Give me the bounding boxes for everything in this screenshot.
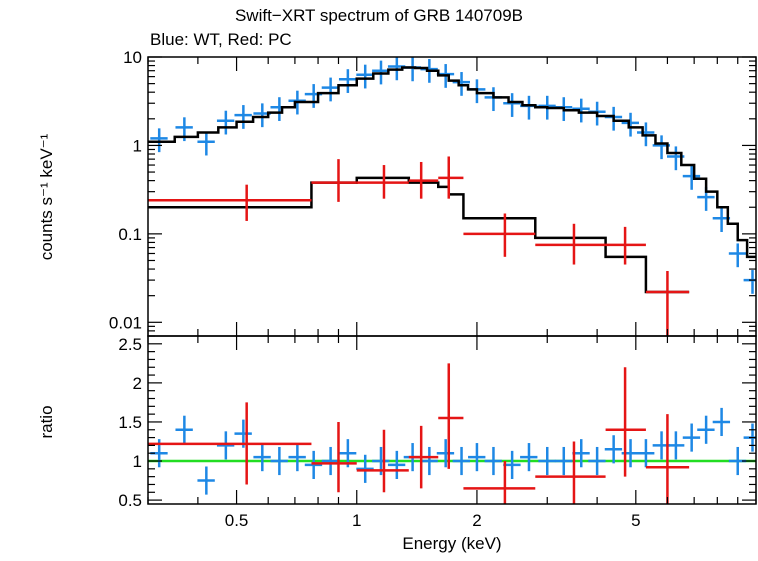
spectrum-pc-point — [148, 184, 312, 221]
ratio-pc-point — [463, 461, 536, 504]
y-tick-label: 0.01 — [109, 313, 142, 332]
ratio-wt-point — [356, 454, 374, 483]
y-tick-label: 2.5 — [118, 335, 142, 354]
ratio-wt-point — [554, 446, 573, 476]
y-tick-label: 1 — [133, 452, 142, 471]
ratio-y-axis-label: ratio — [37, 405, 56, 438]
ratio-wt-point — [270, 446, 288, 476]
ratio-wt-point — [520, 443, 538, 472]
ratio-wt-point — [436, 439, 455, 468]
chart-subtitle: Blue: WT, Red: PC — [150, 30, 292, 49]
ratio-wt-point — [452, 446, 470, 476]
spectrum-pc-point — [645, 271, 690, 336]
x-tick-label: 1 — [352, 511, 361, 530]
y-tick-label: 0.5 — [118, 491, 142, 510]
spectrum-frame — [147, 56, 757, 337]
spectrum-pc-point — [356, 165, 409, 199]
spectrum-pc-point — [438, 156, 464, 199]
y-tick-label: 10 — [123, 48, 142, 67]
ratio-wt-point — [538, 446, 556, 476]
ratio-wt-point — [253, 443, 271, 472]
y-tick-label: 0.1 — [118, 225, 142, 244]
y-tick-label: 1 — [133, 136, 142, 155]
x-tick-label: 5 — [631, 511, 640, 530]
spectrum-wt-point — [304, 84, 323, 108]
ratio-wt-point — [321, 446, 340, 476]
x-tick-label: 2 — [472, 511, 481, 530]
ratio-wt-point — [484, 446, 502, 476]
spectrum-wt-point — [728, 243, 747, 268]
spectrum-wt-point — [484, 87, 502, 112]
ratio-pc-point — [535, 441, 606, 504]
chart-title: Swift−XRT spectrum of GRB 140709B — [234, 6, 524, 25]
axes: 0.5 1 2 5 0.01 0.1 1 10 0.5 1 1.5 2 2.5 — [109, 48, 757, 530]
ratio-wt-point — [604, 435, 623, 464]
spectrum-pc-point — [605, 226, 646, 265]
spectrum-wt-point — [356, 64, 374, 89]
x-tick-label: 0.5 — [225, 511, 249, 530]
spectrum-y-axis-label: counts s⁻¹ keV⁻¹ — [37, 133, 56, 260]
ratio-wt-point — [387, 450, 406, 479]
spectrum-wt-point — [503, 93, 521, 117]
spectrum-wt-point — [216, 110, 235, 135]
spectrum-wt-point — [197, 131, 215, 156]
ratio-wt-point — [712, 407, 731, 437]
ratio-pc-point — [605, 367, 646, 477]
ratio-wt-point — [197, 466, 215, 495]
ratio-panel — [148, 363, 756, 504]
wt-model-line — [148, 66, 756, 259]
y-tick-label: 2 — [133, 374, 142, 393]
ratio-wt-point — [682, 423, 701, 452]
spectrum-wt-point — [621, 112, 639, 137]
spectrum-pc-point — [463, 213, 536, 257]
ratio-wt-point — [468, 443, 486, 472]
spectrum-wt-point — [452, 72, 470, 96]
spectrum-wt-point — [338, 69, 357, 93]
ratio-pc-point — [438, 363, 464, 469]
spectrum-wt-point — [234, 105, 252, 129]
ratio-pc-point — [311, 421, 357, 493]
ratio-wt-point — [572, 439, 590, 468]
spectrum-pc-point — [311, 159, 357, 202]
ratio-frame — [147, 335, 757, 505]
spectrum-wt-point — [150, 128, 168, 153]
spectrum-wt-point — [572, 98, 590, 123]
spectrum-wt-point — [403, 57, 422, 82]
x-axis-label: Energy (keV) — [402, 534, 502, 553]
ratio-wt-point — [175, 415, 193, 444]
spectrum-panel — [148, 57, 756, 336]
ratio-pc-point — [408, 425, 439, 489]
spectrum-pc-point — [408, 161, 439, 199]
ratio-wt-point — [637, 439, 655, 468]
pc-model-line — [148, 176, 690, 294]
spectrum-wt-point — [682, 166, 701, 190]
spectrum-wt-point — [321, 77, 340, 102]
spectrum-wt-point — [270, 97, 288, 121]
ratio-pc-point — [148, 402, 312, 485]
ratio-pc-point — [356, 429, 409, 493]
ratio-wt-point — [666, 431, 685, 460]
ratio-wt-point — [420, 446, 438, 476]
ratio-wt-point — [304, 450, 323, 479]
ratio-wt-point — [288, 443, 306, 472]
ratio-wt-point — [697, 415, 715, 444]
ratio-wt-point — [216, 431, 235, 460]
ratio-pc-point — [645, 414, 690, 504]
y-tick-label: 1.5 — [118, 413, 142, 432]
spectrum-pc-point — [535, 223, 606, 265]
ratio-wt-point — [588, 446, 606, 476]
